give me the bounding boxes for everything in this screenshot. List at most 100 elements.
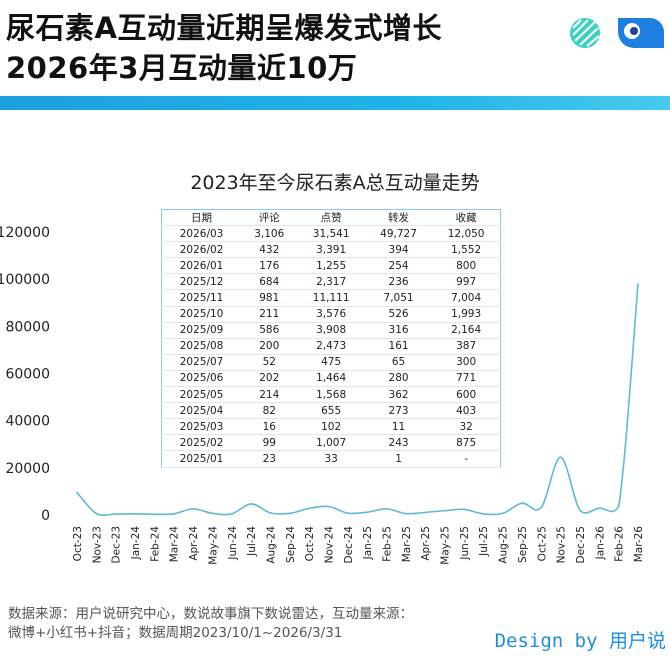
table-cell: 1,568 — [297, 386, 365, 404]
table-cell: 49,727 — [364, 225, 433, 243]
table-cell: 2025/11 — [161, 289, 242, 307]
data-point — [347, 512, 349, 514]
x-tick-label: Mar-25 — [401, 526, 413, 562]
table-cell: 236 — [364, 273, 433, 291]
table-cell: - — [432, 450, 501, 468]
data-point — [385, 508, 388, 510]
table-cell: 32 — [432, 418, 501, 436]
header-divider-band — [0, 96, 670, 110]
x-tick-label: Aug-24 — [265, 526, 277, 564]
table-cell: 33 — [297, 450, 365, 468]
table-cell: 2026/03 — [161, 225, 242, 243]
data-point — [521, 502, 523, 505]
design-credit: Design by 用户说 — [494, 630, 666, 652]
table-cell: 1,255 — [297, 257, 365, 275]
table-cell: 52 — [241, 354, 298, 371]
table-cell: 394 — [364, 241, 433, 259]
table-header-cell: 收藏 — [432, 209, 501, 227]
table-cell: 2025/10 — [161, 306, 242, 323]
y-tick-label: 40000 — [5, 414, 50, 430]
table-cell: 2025/09 — [161, 322, 242, 339]
x-tick-label: Jun-24 — [227, 526, 239, 561]
y-tick-label: 0 — [41, 508, 50, 524]
x-axis: Oct-23 Nov-23 Dec-23 Jan-24 Feb-24 Mar-24 Apr-… — [72, 526, 645, 565]
table-row: 2025/10 211 3,576 526 1,993 — [161, 306, 501, 323]
table-cell: 16 — [241, 418, 298, 436]
table-cell: 65 — [364, 354, 433, 371]
table-row: 2026/02 432 3,391 394 1,552 — [161, 241, 501, 259]
blue-chat-icon — [618, 18, 664, 48]
table-cell: 11 — [364, 418, 433, 436]
table-cell: 280 — [364, 370, 433, 388]
table-cell: 3,908 — [297, 322, 365, 339]
data-point — [153, 513, 156, 516]
data-point — [76, 491, 78, 494]
table-cell: 200 — [241, 338, 298, 355]
table-cell: 12,050 — [432, 225, 501, 243]
table-cell: 99 — [241, 434, 298, 452]
data-point — [540, 506, 543, 509]
x-tick-label: May-24 — [207, 526, 219, 565]
table-row: 2025/02 99 1,007 243 875 — [161, 434, 501, 452]
headline-line-2: 2026年3月互动量近10万 — [6, 51, 358, 85]
data-point — [501, 512, 504, 515]
interaction-table: 日期 评论 点赞 转发 收藏 2026/03 3,106 31,541 49,727 12,05… — [161, 209, 501, 468]
data-point — [134, 513, 136, 515]
x-tick-label: Oct-25 — [536, 526, 548, 561]
table-body: 2026/03 3,106 31,541 49,727 12,050 2026/02 432… — [161, 225, 501, 468]
table-header-cell: 点赞 — [297, 209, 365, 227]
data-point — [288, 512, 291, 515]
table-cell: 82 — [241, 402, 298, 420]
source-line-2: 微博+小红书+抖音；数据周期2023/10/1~2026/3/31 — [8, 625, 343, 641]
x-tick-label: Dec-23 — [111, 526, 123, 563]
x-tick-label: Dec-24 — [343, 526, 355, 564]
data-point — [95, 512, 98, 515]
table-row: 2025/01 23 33 1- — [161, 450, 501, 468]
table-row: 2025/08 200 2,473 161 387 — [161, 338, 501, 355]
x-tick-label: Feb-26 — [614, 526, 626, 562]
table-row: 2026/01 176 1,255 254 800 — [161, 257, 501, 275]
x-tick-label: Dec-25 — [575, 526, 587, 563]
table-cell: 1,464 — [297, 370, 365, 388]
table-cell: 2025/07 — [161, 354, 242, 371]
table-cell: 214 — [241, 386, 298, 404]
data-point — [230, 513, 233, 515]
x-tick-label: Jan-25 — [362, 526, 374, 560]
table-cell: 981 — [241, 289, 298, 307]
y-tick-label: 80000 — [5, 319, 50, 335]
table-row: 2025/03 16 102 11 32 — [161, 418, 501, 436]
table-cell: 403 — [432, 402, 501, 420]
table-cell: 243 — [364, 434, 433, 452]
x-tick-label: Nov-24 — [323, 526, 335, 564]
y-tick-label: 20000 — [5, 461, 50, 477]
data-point — [308, 507, 310, 510]
x-tick-label: Mar-24 — [169, 526, 181, 563]
x-tick-label: Aug-25 — [498, 526, 510, 564]
table-cell: 586 — [241, 322, 298, 339]
x-tick-label: Apr-24 — [188, 526, 200, 561]
table-row: 2025/09 586 3,908 316 2,164 — [161, 322, 501, 339]
table-cell: 273 — [364, 402, 433, 420]
table-cell: 875 — [432, 434, 501, 452]
y-axis: 0 20000 40000 60000 80000 100000 120000 — [0, 225, 50, 524]
table-cell: 2025/02 — [161, 434, 242, 452]
table-header-row: 日期 评论 点赞 转发 收藏 — [161, 209, 501, 227]
table-row: 2025/05 214 1,568 362 600 — [161, 386, 501, 404]
table-cell: 1,007 — [297, 434, 365, 452]
data-point — [269, 512, 272, 514]
x-tick-label: Jul-25 — [478, 526, 490, 557]
table-cell: 2025/01 — [161, 450, 242, 468]
x-tick-label: Feb-25 — [382, 526, 394, 562]
table-cell: 254 — [364, 257, 433, 275]
table-cell: 771 — [432, 370, 501, 388]
table-cell: 2026/02 — [161, 241, 242, 259]
data-point — [250, 503, 252, 505]
data-point — [598, 507, 601, 509]
table-cell: 475 — [297, 354, 365, 371]
table-cell: 102 — [297, 418, 365, 436]
table-row: 2025/11 981 11,111 7,051 7,004 — [161, 289, 501, 307]
source-note: 数据来源：用户说研究中心，数说故事旗下数说雷达，互动量来源： 微博+小红书+抖音… — [8, 605, 413, 643]
data-point — [443, 509, 446, 512]
table-cell: 2025/12 — [161, 273, 242, 291]
table-cell: 161 — [364, 338, 433, 355]
